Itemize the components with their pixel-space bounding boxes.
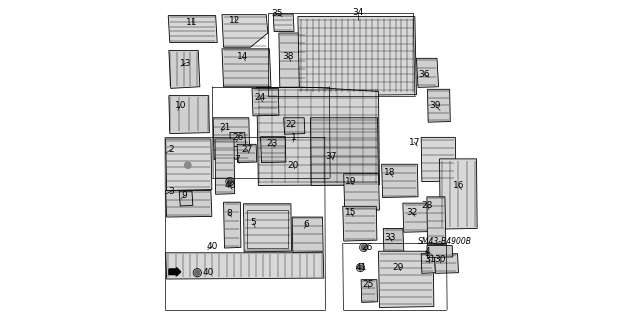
- Circle shape: [195, 270, 200, 275]
- Text: 5: 5: [251, 218, 257, 227]
- Circle shape: [185, 162, 191, 168]
- Polygon shape: [428, 89, 451, 122]
- Polygon shape: [292, 217, 323, 252]
- Polygon shape: [222, 15, 268, 47]
- Text: 22: 22: [285, 120, 296, 129]
- Text: SM43-B4900B: SM43-B4900B: [418, 237, 472, 246]
- Polygon shape: [284, 118, 305, 134]
- Polygon shape: [166, 139, 212, 190]
- Text: 39: 39: [429, 101, 441, 110]
- Polygon shape: [344, 174, 380, 211]
- Text: 35: 35: [271, 9, 283, 18]
- Text: 18: 18: [385, 168, 396, 177]
- Text: 36: 36: [419, 70, 430, 78]
- Text: 31: 31: [424, 255, 436, 263]
- Polygon shape: [279, 33, 307, 89]
- Text: 11: 11: [186, 19, 198, 27]
- Polygon shape: [166, 253, 324, 279]
- Text: 41: 41: [355, 263, 367, 271]
- Polygon shape: [417, 58, 438, 87]
- Text: 29: 29: [393, 263, 404, 271]
- Text: 10: 10: [175, 101, 186, 110]
- Polygon shape: [383, 228, 404, 252]
- Text: 23: 23: [266, 139, 278, 148]
- Polygon shape: [179, 191, 193, 206]
- Text: 38: 38: [283, 52, 294, 61]
- Polygon shape: [166, 190, 212, 217]
- Text: 40: 40: [224, 181, 236, 190]
- Text: 17: 17: [408, 137, 420, 147]
- Polygon shape: [298, 17, 417, 96]
- Text: 7: 7: [234, 155, 240, 164]
- Text: 4: 4: [425, 247, 430, 256]
- Circle shape: [361, 245, 366, 250]
- Text: 37: 37: [325, 152, 337, 161]
- Text: 33: 33: [385, 234, 396, 242]
- Text: 8: 8: [227, 209, 232, 219]
- Text: 26: 26: [233, 133, 244, 143]
- Text: 15: 15: [345, 208, 356, 217]
- Polygon shape: [215, 139, 235, 194]
- Text: 1: 1: [291, 133, 297, 142]
- Polygon shape: [403, 203, 429, 232]
- Polygon shape: [257, 87, 380, 185]
- Text: 6: 6: [304, 220, 310, 229]
- Circle shape: [358, 265, 363, 270]
- Text: 12: 12: [229, 16, 240, 25]
- Polygon shape: [237, 144, 257, 163]
- Text: 13: 13: [180, 59, 191, 68]
- Text: 40: 40: [203, 268, 214, 277]
- Text: 14: 14: [237, 52, 248, 61]
- FancyArrow shape: [169, 268, 181, 276]
- Polygon shape: [230, 133, 246, 147]
- Text: 25: 25: [362, 280, 374, 289]
- Polygon shape: [421, 137, 456, 182]
- Polygon shape: [168, 16, 217, 42]
- Text: 2: 2: [168, 145, 174, 154]
- Polygon shape: [222, 49, 271, 87]
- Polygon shape: [440, 159, 477, 229]
- Text: 20: 20: [287, 161, 299, 170]
- Text: 21: 21: [220, 123, 231, 132]
- Polygon shape: [378, 251, 434, 308]
- Text: 28: 28: [421, 201, 433, 210]
- Polygon shape: [361, 280, 378, 302]
- Text: 32: 32: [406, 208, 418, 217]
- Text: 24: 24: [254, 93, 266, 102]
- Text: 34: 34: [352, 8, 364, 17]
- Text: FR•: FR•: [166, 268, 184, 277]
- Polygon shape: [169, 50, 200, 88]
- Polygon shape: [260, 137, 286, 163]
- Polygon shape: [273, 14, 294, 32]
- Polygon shape: [343, 206, 377, 241]
- Polygon shape: [252, 88, 279, 116]
- Polygon shape: [223, 202, 241, 248]
- Text: 30: 30: [434, 255, 445, 263]
- Polygon shape: [427, 197, 446, 245]
- Polygon shape: [435, 254, 458, 273]
- Polygon shape: [381, 164, 418, 197]
- Text: 9: 9: [181, 191, 187, 200]
- Text: 26: 26: [361, 243, 372, 252]
- Polygon shape: [421, 254, 435, 273]
- Polygon shape: [213, 118, 250, 160]
- Text: 3: 3: [168, 187, 174, 196]
- Polygon shape: [169, 96, 209, 134]
- Text: 19: 19: [345, 176, 356, 186]
- Polygon shape: [427, 246, 453, 257]
- Circle shape: [227, 179, 232, 184]
- Text: 16: 16: [452, 181, 464, 190]
- Text: 27: 27: [241, 145, 252, 154]
- Text: 40: 40: [206, 242, 218, 251]
- Polygon shape: [243, 204, 292, 252]
- Polygon shape: [310, 118, 378, 185]
